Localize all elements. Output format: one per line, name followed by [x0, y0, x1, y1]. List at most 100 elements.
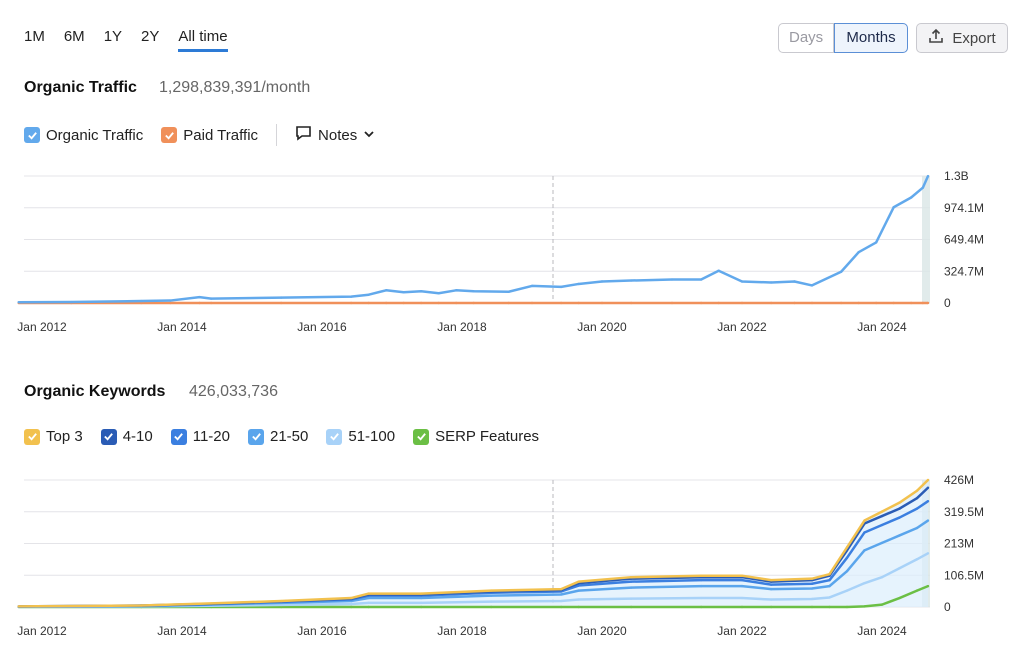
data-point-kw-51-100 — [419, 601, 423, 605]
data-point-organic-traffic — [198, 295, 201, 299]
x-tick-label: Jan 2012 — [17, 320, 67, 334]
legend-paid-traffic[interactable]: Paid Traffic — [161, 127, 258, 144]
legend-kw-4-10[interactable]: 4-10 — [100, 428, 153, 445]
data-point-kw-51-100 — [489, 600, 493, 603]
data-point-kw-21-50 — [559, 593, 563, 596]
export-icon — [928, 28, 944, 48]
x-tick-label: Jan 2024 — [857, 624, 907, 638]
data-point-organic-traffic — [419, 290, 423, 293]
notes-dropdown[interactable]: Notes — [295, 125, 375, 145]
data-point-paid-traffic — [793, 301, 796, 305]
data-point-kw-51-100 — [367, 601, 370, 605]
x-tick-label: Jan 2016 — [297, 624, 347, 638]
data-point-organic-traffic — [892, 206, 895, 209]
data-point-kw-serp-features — [926, 584, 930, 588]
organic-keywords-title: Organic Keywords — [24, 383, 166, 400]
date-range-tabs: 1M 6M 1Y 2Y All time — [24, 28, 247, 52]
data-point-paid-traffic — [349, 301, 353, 305]
data-point-organic-traffic — [577, 282, 580, 286]
data-point-organic-traffic — [600, 280, 604, 283]
data-point-paid-traffic — [454, 301, 458, 305]
data-point-paid-traffic — [384, 301, 388, 305]
data-point-organic-traffic — [402, 291, 405, 294]
data-point-kw-serp-features — [559, 605, 563, 609]
legend-organic-traffic[interactable]: Organic Traffic — [24, 127, 143, 144]
data-point-kw-top-3 — [915, 489, 919, 492]
data-point-paid-traffic — [507, 301, 510, 305]
y-tick-label: 649.4M — [944, 233, 984, 247]
days-toggle-button[interactable]: Days — [778, 23, 834, 53]
y-tick-label: 426M — [944, 473, 974, 487]
legend-kw-21-50[interactable]: 21-50 — [248, 428, 308, 445]
data-point-kw-21-50 — [489, 594, 493, 597]
legend-label: 51-100 — [348, 428, 396, 445]
data-point-organic-traffic — [209, 297, 213, 300]
data-point-kw-11-20 — [898, 516, 901, 519]
data-point-organic-traffic — [139, 299, 143, 303]
data-point-kw-21-50 — [926, 519, 930, 522]
data-point-kw-top-3 — [845, 546, 849, 549]
data-point-organic-traffic — [810, 284, 814, 287]
data-point-kw-top-3 — [577, 580, 580, 583]
data-point-kw-21-50 — [880, 541, 884, 545]
data-point-kw-serp-features — [349, 605, 353, 609]
granularity-toggle: Days Months — [778, 23, 908, 53]
range-tab-1y[interactable]: 1Y — [103, 28, 123, 45]
data-point-kw-21-50 — [898, 534, 901, 537]
data-point-paid-traffic — [437, 301, 440, 305]
data-point-organic-traffic — [279, 296, 283, 299]
range-tab-2y[interactable]: 2Y — [141, 28, 160, 45]
data-point-kw-4-10 — [926, 486, 930, 489]
x-tick-label: Jan 2020 — [577, 320, 627, 334]
data-point-kw-serp-features — [810, 605, 814, 609]
data-point-kw-top-3 — [419, 592, 423, 595]
data-point-organic-traffic — [926, 174, 930, 178]
checkbox-checked-icon — [248, 428, 264, 445]
data-point-paid-traffic — [921, 301, 925, 305]
organic-traffic-title: Organic Traffic — [24, 79, 137, 96]
data-point-organic-traffic — [740, 280, 744, 283]
data-point-kw-51-100 — [915, 558, 919, 561]
data-point-paid-traffic — [629, 301, 633, 305]
organic-keywords-value: 426,033,736 — [189, 383, 278, 400]
data-point-kw-11-20 — [699, 578, 703, 582]
legend-label: 21-50 — [270, 428, 309, 445]
data-point-kw-51-100 — [845, 589, 849, 592]
data-point-kw-11-20 — [740, 578, 744, 582]
current-period-band — [922, 176, 930, 303]
data-point-kw-51-100 — [926, 552, 930, 555]
comment-icon — [295, 125, 312, 145]
range-tab-6m[interactable]: 6M — [63, 28, 85, 45]
range-tab-1m[interactable]: 1M — [24, 28, 45, 45]
data-point-paid-traffic — [839, 301, 843, 305]
data-point-kw-11-20 — [880, 523, 884, 527]
data-point-paid-traffic — [810, 301, 814, 305]
checkbox-checked-icon — [24, 127, 40, 143]
data-point-kw-21-50 — [629, 586, 633, 589]
legend-kw-11-20[interactable]: 11-20 — [170, 428, 230, 445]
data-point-kw-11-20 — [810, 582, 814, 585]
data-point-kw-11-20 — [926, 499, 930, 503]
data-point-kw-top-3 — [559, 587, 563, 591]
export-button[interactable]: Export — [916, 23, 1008, 53]
data-point-kw-51-100 — [828, 596, 831, 599]
legend-label: Top 3 — [46, 428, 83, 445]
data-point-paid-traffic — [279, 301, 283, 305]
x-tick-label: Jan 2018 — [437, 320, 487, 334]
months-toggle-button[interactable]: Months — [834, 23, 908, 53]
data-point-organic-traffic — [367, 293, 370, 296]
legend-kw-serp-features[interactable]: SERP Features — [413, 428, 539, 445]
data-point-paid-traffic — [530, 301, 534, 305]
x-tick-label: Jan 2016 — [297, 320, 347, 334]
y-tick-label: 1.3B — [944, 169, 969, 183]
data-point-organic-traffic — [921, 186, 925, 189]
data-point-organic-traffic — [629, 279, 633, 282]
data-point-paid-traffic — [472, 301, 475, 305]
data-point-kw-51-100 — [559, 599, 563, 603]
range-tab-all-time[interactable]: All time — [178, 28, 228, 52]
legend-kw-top-3[interactable]: Top 3 — [24, 428, 83, 445]
legend-label: 4-10 — [122, 428, 153, 445]
checkbox-checked-icon — [100, 428, 117, 445]
data-point-kw-top-3 — [863, 519, 866, 522]
legend-kw-51-100[interactable]: 51-100 — [326, 428, 395, 445]
